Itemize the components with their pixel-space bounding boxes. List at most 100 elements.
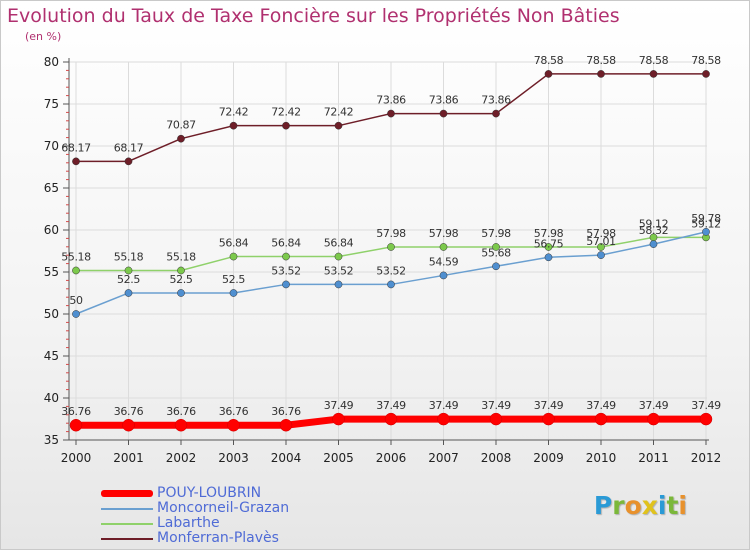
legend-item: Moncorneil-Grazan xyxy=(101,501,289,516)
data-point xyxy=(489,412,503,426)
data-point xyxy=(332,412,345,426)
data-label: 59.78 xyxy=(691,212,721,225)
data-point xyxy=(702,227,710,236)
logo-letter: i xyxy=(678,491,687,520)
y-tick-label: 70 xyxy=(44,139,59,153)
data-point xyxy=(229,289,238,297)
data-label: 72.42 xyxy=(219,106,249,119)
data-point xyxy=(282,280,290,289)
data-point xyxy=(282,252,290,261)
x-tick-label: 2007 xyxy=(428,451,459,465)
y-tick-label: 35 xyxy=(44,433,59,447)
x-tick-label: 2002 xyxy=(166,451,197,465)
logo-letter: o xyxy=(624,491,642,520)
data-point xyxy=(229,252,238,261)
data-label: 68.17 xyxy=(114,141,144,154)
data-point xyxy=(542,412,555,426)
y-tick-label: 60 xyxy=(44,223,59,237)
data-label: 59.12 xyxy=(691,217,721,230)
data-label: 56.84 xyxy=(219,237,249,250)
data-label: 58.32 xyxy=(639,224,669,237)
x-tick-label: 2003 xyxy=(218,451,249,465)
data-point xyxy=(282,121,290,130)
data-point xyxy=(594,412,608,426)
legend-swatch xyxy=(101,522,153,525)
unit-label: (en %) xyxy=(25,30,62,43)
data-label: 57.98 xyxy=(586,227,616,240)
legend-item: Monferran-Plavès xyxy=(101,531,289,546)
legend-label: Monferran-Plavès xyxy=(157,530,279,546)
data-label: 50 xyxy=(69,294,83,307)
x-tick-label: 2010 xyxy=(586,451,617,465)
data-label: 37.49 xyxy=(481,399,511,412)
x-tick-label: 2000 xyxy=(61,451,92,465)
x-tick-label: 2012 xyxy=(691,451,722,465)
data-label: 36.76 xyxy=(114,405,144,418)
x-tick-label: 2006 xyxy=(376,451,407,465)
y-tick-label: 55 xyxy=(44,265,59,279)
data-label: 57.98 xyxy=(534,227,564,240)
legend: POUY-LOUBRIN Moncorneil-Grazan Labarthe Mon… xyxy=(101,486,289,546)
data-point xyxy=(647,412,660,426)
data-label: 52.5 xyxy=(222,273,245,286)
data-label: 56.84 xyxy=(271,237,301,250)
logo-letter: x xyxy=(641,491,658,520)
data-point xyxy=(544,253,553,262)
data-label: 36.76 xyxy=(61,405,91,418)
data-point xyxy=(492,262,500,271)
data-point xyxy=(439,243,448,251)
data-point xyxy=(177,266,185,275)
x-tick-label: 2001 xyxy=(113,451,144,465)
data-point xyxy=(597,243,605,251)
logo-letter: i xyxy=(657,491,667,520)
chart-title: Evolution du Taux de Taxe Foncière sur l… xyxy=(7,5,620,27)
y-tick-label: 45 xyxy=(44,349,59,363)
data-point xyxy=(492,109,500,118)
data-label: 52.5 xyxy=(170,273,193,286)
data-label: 37.49 xyxy=(324,399,354,412)
data-point xyxy=(387,109,395,118)
data-point xyxy=(174,418,188,432)
data-label: 78.58 xyxy=(691,54,721,67)
data-label: 53.52 xyxy=(324,264,354,277)
data-label: 57.01 xyxy=(586,235,616,248)
data-point xyxy=(439,271,448,280)
data-label: 70.87 xyxy=(166,119,196,132)
data-label: 36.76 xyxy=(166,405,196,418)
proxiti-logo: Proxiti xyxy=(594,491,687,520)
data-point xyxy=(72,310,80,318)
data-point xyxy=(649,70,658,78)
x-tick-label: 2009 xyxy=(533,451,564,465)
data-label: 37.49 xyxy=(586,399,616,412)
data-label: 55.68 xyxy=(481,246,511,259)
data-point xyxy=(544,70,553,78)
data-label: 73.86 xyxy=(376,94,406,107)
data-label: 73.86 xyxy=(429,94,459,107)
data-point xyxy=(124,266,133,275)
y-tick-label: 80 xyxy=(44,55,59,69)
data-label: 68.17 xyxy=(61,141,91,154)
y-tick-label: 50 xyxy=(44,307,59,321)
data-label: 54.59 xyxy=(429,255,459,268)
data-point xyxy=(544,243,553,251)
data-point xyxy=(492,243,500,251)
legend-label: Labarthe xyxy=(157,515,220,531)
data-label: 59.12 xyxy=(639,217,669,230)
data-point xyxy=(279,418,293,432)
legend-swatch xyxy=(101,507,153,510)
data-label: 52.5 xyxy=(117,273,140,286)
data-label: 37.49 xyxy=(639,399,669,412)
data-point xyxy=(69,418,83,432)
data-point xyxy=(124,157,133,166)
x-tick-label: 2005 xyxy=(323,451,354,465)
data-point xyxy=(439,109,448,118)
x-tick-label: 2011 xyxy=(638,451,669,465)
data-point xyxy=(177,134,185,143)
logo-letter: r xyxy=(612,491,625,520)
x-tick-label: 2004 xyxy=(271,451,302,465)
data-label: 78.58 xyxy=(534,54,564,67)
data-point xyxy=(702,70,710,78)
data-label: 72.42 xyxy=(271,106,301,119)
